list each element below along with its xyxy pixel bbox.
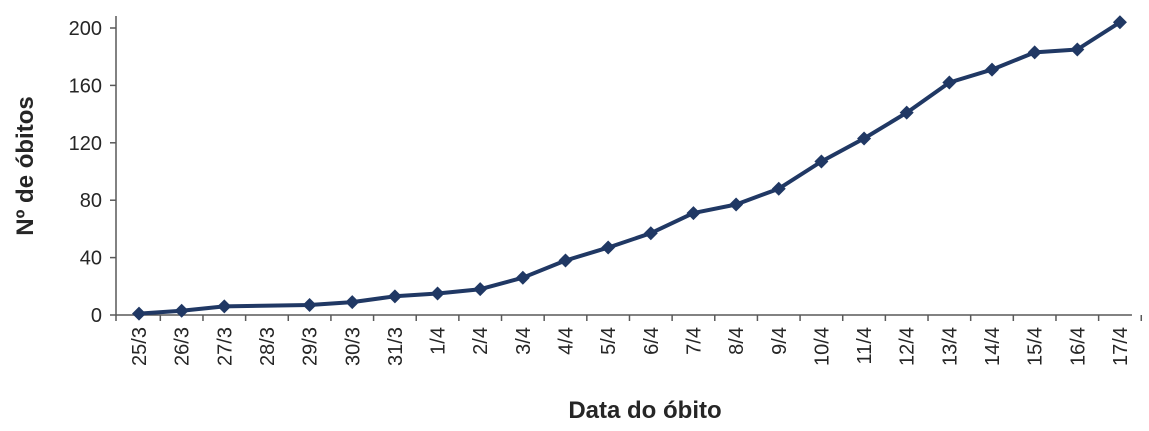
x-tick-label: 27/3 xyxy=(214,327,236,366)
series-group xyxy=(132,15,1127,321)
data-point-marker xyxy=(1112,15,1127,30)
data-point-marker xyxy=(174,303,189,318)
data-point-marker xyxy=(515,270,530,285)
data-point-marker xyxy=(643,226,658,241)
x-tick-label: 14/4 xyxy=(982,327,1004,366)
data-point-marker xyxy=(217,299,232,314)
x-tick-label: 13/4 xyxy=(939,327,961,366)
data-point-marker xyxy=(771,181,786,196)
x-tick-label: 17/4 xyxy=(1110,327,1132,366)
x-tick-label: 28/3 xyxy=(257,327,279,366)
y-tick-label: 160 xyxy=(69,75,102,97)
y-axis: 0 40 80 120 160 200 xyxy=(69,16,117,327)
data-point-marker xyxy=(1027,45,1042,60)
data-point-marker xyxy=(1070,42,1085,57)
data-point-marker xyxy=(942,75,957,90)
x-tick-label: 10/4 xyxy=(811,327,833,366)
x-tick-label: 29/3 xyxy=(300,327,322,366)
data-point-marker xyxy=(729,197,744,212)
x-tick-label: 5/4 xyxy=(598,327,620,355)
data-point-marker xyxy=(473,282,488,297)
data-point-marker xyxy=(857,131,872,146)
x-axis: 25/3 26/3 27/3 28/3 29/3 30/3 31/3 1/4 2/4 3/4 4/4… xyxy=(115,314,1143,366)
x-tick-label: 8/4 xyxy=(726,327,748,355)
data-point-marker xyxy=(899,105,914,120)
y-tick-label: 80 xyxy=(80,190,102,212)
data-point-marker xyxy=(302,297,317,312)
data-point-marker xyxy=(985,62,999,77)
x-tick-label: 26/3 xyxy=(172,327,194,366)
y-tick-label: 40 xyxy=(80,248,102,270)
data-point-marker xyxy=(132,306,146,321)
x-tick-label: 31/3 xyxy=(385,327,407,366)
x-tick-label: 30/3 xyxy=(342,327,364,366)
x-tick-label: 9/4 xyxy=(769,327,791,355)
x-tick-label: 11/4 xyxy=(854,327,876,364)
x-tick-label: 15/4 xyxy=(1025,327,1047,366)
data-point-marker xyxy=(601,240,616,255)
y-tick-label: 200 xyxy=(69,18,102,40)
y-tick-label: 120 xyxy=(69,133,102,155)
data-point-marker xyxy=(558,253,573,268)
x-tick-label: 4/4 xyxy=(556,327,578,355)
series-line xyxy=(137,20,1122,316)
x-tick-label: 3/4 xyxy=(513,327,535,355)
data-point-marker xyxy=(814,154,829,169)
y-tick-label: 0 xyxy=(91,305,102,327)
data-point-marker xyxy=(430,286,445,301)
x-axis-title: Data do óbito xyxy=(568,397,721,424)
x-tick-label: 7/4 xyxy=(683,327,705,355)
x-tick-label: 12/4 xyxy=(897,327,919,366)
y-axis-title: Nº de óbitos xyxy=(12,96,39,235)
data-point-marker xyxy=(686,206,701,221)
x-tick-label: 6/4 xyxy=(641,327,663,355)
x-tick-label: 1/4 xyxy=(428,327,450,355)
data-point-marker xyxy=(345,295,360,310)
x-tick-label: 2/4 xyxy=(470,327,492,355)
x-tick-label: 16/4 xyxy=(1067,327,1089,366)
x-tick-label: 25/3 xyxy=(129,327,151,366)
data-point-marker xyxy=(387,289,402,304)
